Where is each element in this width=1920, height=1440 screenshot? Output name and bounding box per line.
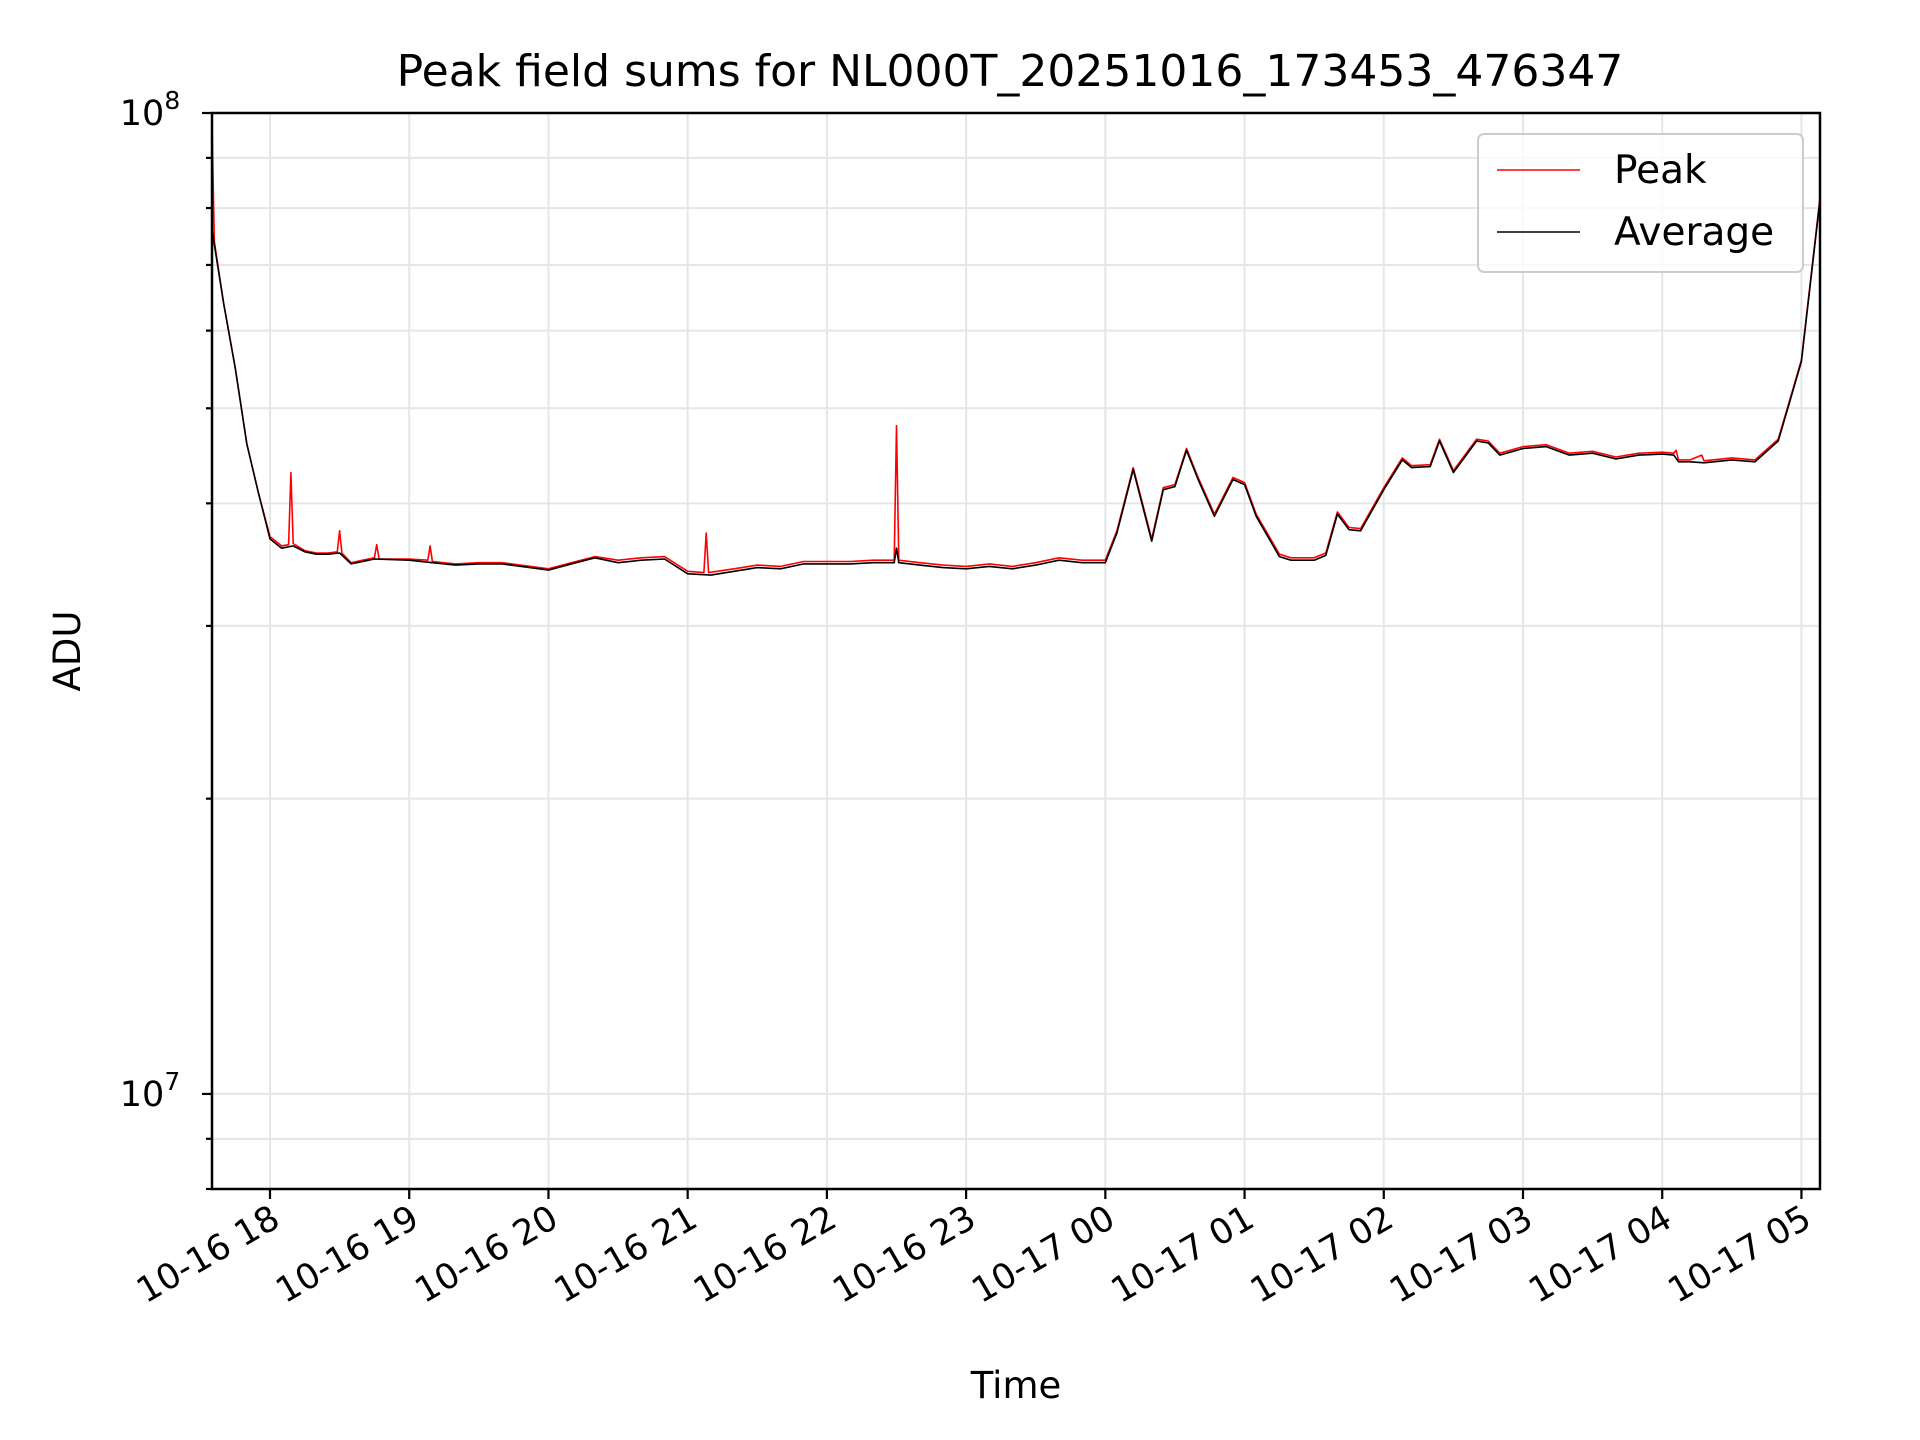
y-axis-label: ADU [46, 611, 89, 692]
y-axis-tick-labels: 107 108 [120, 86, 180, 1115]
chart-title: Peak field sums for NL000T_20251016_1734… [397, 46, 1624, 97]
legend-box [1477, 133, 1804, 273]
plot-area-frame [210, 111, 1822, 1191]
average-series-line [211, 200, 1821, 576]
peak-series-line [211, 121, 1821, 574]
grid [212, 112, 1820, 1190]
x-axis-label: Time [970, 1364, 1062, 1407]
legend-average-label: Average [1614, 210, 1774, 255]
legend-peak-label: Peak [1614, 148, 1707, 193]
plot-series [211, 121, 1821, 576]
y-tick-label: 107 [120, 1067, 180, 1115]
axis-ticks [202, 111, 1803, 1199]
legend: Peak Average [1477, 133, 1804, 273]
y-tick-label: 108 [120, 86, 180, 134]
